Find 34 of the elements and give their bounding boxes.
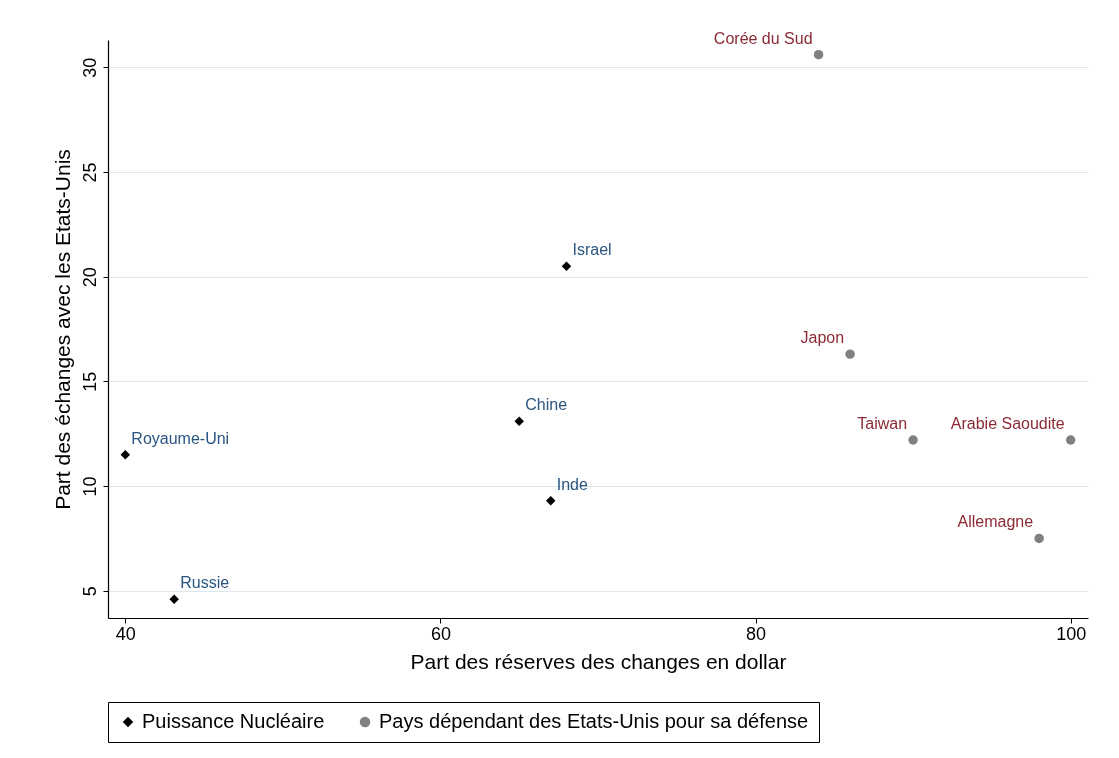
point [845,349,855,359]
y-tick-label: 15 [79,371,100,392]
y-tick-label: 30 [79,57,100,78]
annotation: Allemagne [957,513,1034,531]
annotation: Corée du Sud [713,29,813,47]
annotation: Japon [800,329,845,347]
point [1065,435,1076,445]
point [514,416,524,426]
x-tick-label: 100 [1056,623,1087,644]
y-tick-label: 25 [79,162,100,183]
point [908,435,918,445]
point [545,495,556,506]
point [813,49,824,60]
point [561,261,572,271]
x-tick-label: 80 [746,623,767,644]
annotation: Taiwan [857,414,908,432]
legend-label: Puissance Nucléaire [142,710,325,732]
annotation: Russie [180,574,230,592]
x-tick-label: 40 [115,623,136,644]
point [120,449,131,460]
annotation: Chine [525,396,568,414]
y-tick-label: 5 [79,586,100,597]
point [169,594,179,604]
y-axis-title: Part des échanges avec les Etats-Unis [50,149,74,510]
legend-label: Pays dépendant des Etats-Unis pour sa défense [379,710,809,732]
y-tick-label: 10 [79,476,100,497]
annotation: Arabie Saoudite [950,414,1065,432]
annotation: Inde [556,475,588,493]
point [1034,533,1044,544]
y-tick-label: 20 [79,267,100,288]
x-axis-title: Part des réserves des changes en dollar [410,649,787,673]
annotation: Royaume-Uni [131,429,230,447]
x-tick-label: 60 [430,623,451,644]
annotation: Israel [572,241,612,259]
